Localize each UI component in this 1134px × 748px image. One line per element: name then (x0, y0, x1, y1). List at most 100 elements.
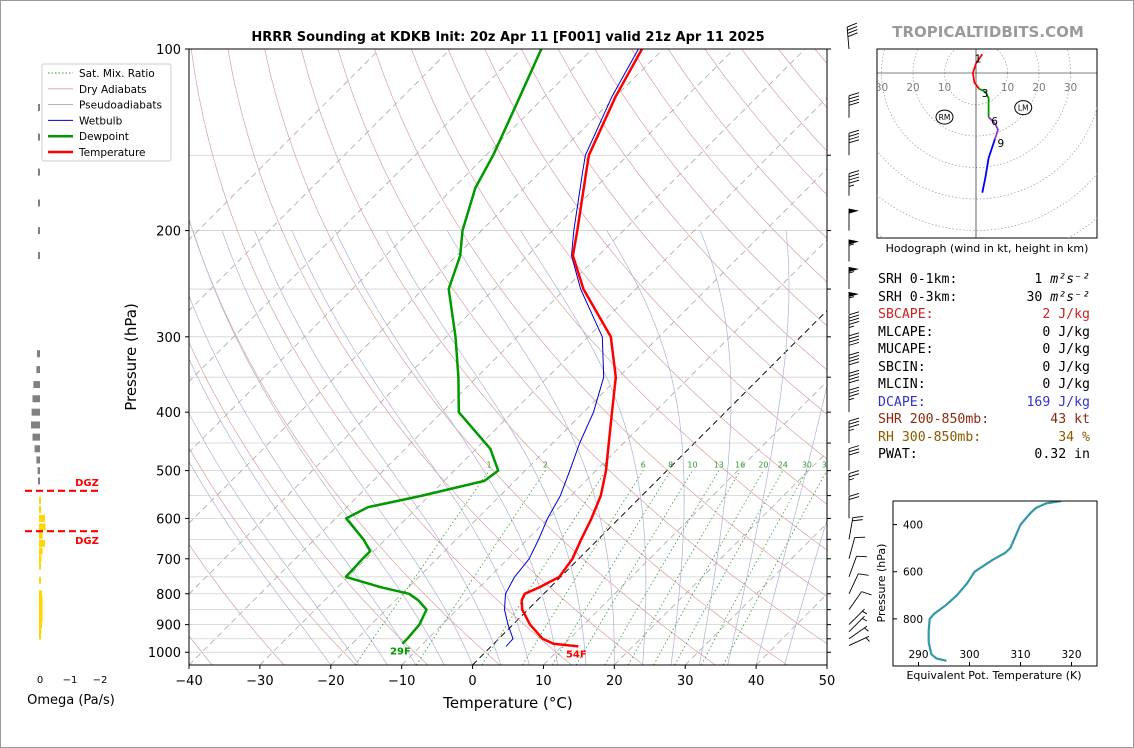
barb-full (848, 492, 860, 497)
index-value: 43 kt (1050, 412, 1090, 427)
hodograph-height-label: 1 (975, 54, 982, 66)
isotherm (684, 522, 827, 665)
hodograph-ring-label: 30 (875, 82, 888, 94)
hodograph-plot: 30 20 10 10 20 30 1 3 69 RM LM (875, 49, 1097, 238)
barb-full (848, 179, 860, 184)
hodograph-ring-label: 20 (1032, 82, 1045, 94)
wind-barb (848, 332, 860, 358)
wind-barb (848, 92, 860, 118)
dry-adiabat (189, 447, 357, 665)
index-label: PWAT: (878, 447, 918, 462)
theta-e-x-tick-label: 320 (1061, 649, 1081, 661)
barb-full (848, 136, 860, 141)
barb-staff (848, 591, 862, 610)
barb-full (848, 379, 860, 384)
wind-barb (848, 170, 860, 196)
hodograph-ring-label: 30 (1064, 82, 1077, 94)
y-tick-label: 300 (156, 331, 181, 346)
storm-motion-marker (935, 109, 954, 125)
dry-adiabat (227, 49, 644, 665)
hodograph-trace (971, 53, 984, 90)
barb-pennant (849, 239, 859, 245)
index-value: 0 J/kg (1042, 324, 1090, 340)
theta-e-y-tick-label: 400 (903, 520, 923, 532)
omega-bar (38, 477, 40, 485)
index-label: SRH 0-3km: (878, 289, 958, 305)
x-tick-label: −30 (246, 674, 273, 689)
barb-full (848, 139, 860, 144)
hodograph-ring-label: 20 (906, 82, 919, 94)
mixing-ratio-line (551, 470, 672, 665)
x-axis-label: Temperature (°C) (442, 694, 572, 712)
pseudoadiabat (189, 412, 360, 665)
omega-bar (38, 252, 40, 260)
omega-bar (39, 523, 46, 531)
surface-temperature-label: 54F (566, 649, 587, 660)
wind-barb (848, 608, 868, 625)
freezing-isotherm (472, 309, 827, 665)
wind-barb (848, 625, 869, 640)
barb-full (848, 386, 860, 391)
mixing-ratio-label: 10 (687, 461, 697, 470)
omega-bar (39, 621, 42, 629)
barb-full (848, 423, 860, 428)
wetbulb-profile (504, 49, 639, 647)
barb-full (848, 361, 860, 366)
wind-barb (848, 369, 860, 396)
index-value: 0 J/kg (1042, 359, 1090, 375)
pseudoadiabat (189, 294, 417, 665)
barb-full (848, 445, 860, 450)
omega-bar (39, 514, 45, 522)
omega-bar (38, 199, 40, 207)
index-value: 169 J/kg (1026, 394, 1090, 410)
pseudoadiabat (291, 230, 530, 665)
pseudoadiabat (755, 384, 827, 665)
barb-full (848, 496, 860, 501)
index-value: 30 m²s⁻² (1026, 289, 1090, 307)
dry-adiabat (189, 341, 429, 665)
barb-full (848, 417, 860, 422)
skew-t-axes: −40 −30 −20 −10 0 10 20 30 40 50 100 200 300 400 500 60… (148, 43, 835, 689)
isotherm (189, 49, 522, 383)
barb-full (848, 320, 860, 325)
pseudoadiabat (189, 358, 388, 665)
barb-full (848, 451, 860, 456)
wind-barb (848, 311, 860, 337)
isotherm (189, 49, 664, 524)
y-tick-label: 800 (156, 588, 181, 603)
theta-e-y-tick-label: 600 (903, 567, 923, 579)
omega-bar (39, 596, 43, 604)
index-label: MLCAPE: (878, 324, 934, 340)
barb-half (864, 627, 869, 632)
skew-t-panel: 1 2 4 6 8 10 13 16 20 24 30 36 29F 54F −40 −30 −20 −10 0… (41, 43, 835, 712)
y-tick-label: 200 (156, 225, 181, 240)
legend-entry: Sat. Mix. Ratio (79, 68, 155, 80)
barb-staff (848, 537, 856, 559)
index-label: MLCIN: (878, 377, 926, 392)
x-tick-label: 10 (535, 674, 552, 689)
wind-barb (848, 492, 860, 519)
barb-full (848, 373, 860, 377)
barb-half (848, 325, 855, 329)
barb-full (847, 32, 858, 38)
barb-full (847, 29, 858, 34)
barb-pennant (849, 267, 859, 273)
x-tick-label: −10 (388, 674, 415, 689)
wind-barb (848, 555, 867, 578)
barb-staff (846, 27, 850, 50)
barb-full (848, 389, 860, 394)
wind-barb (848, 417, 860, 444)
theta-e-x-tick-label: 290 (908, 649, 928, 661)
omega-tick-label: −2 (93, 675, 108, 686)
omega-bar (39, 603, 43, 611)
legend-entry: Dry Adiabats (79, 84, 147, 96)
dry-adiabat (374, 49, 827, 597)
wind-barb (848, 239, 859, 262)
omega-bar (31, 421, 40, 429)
barb-half (848, 243, 855, 246)
barb-full (848, 332, 860, 337)
index-label: SHR 200-850mb: (878, 412, 990, 427)
omega-bar (39, 531, 43, 539)
y-tick-label: 600 (156, 512, 181, 527)
barb-staff (848, 615, 865, 633)
